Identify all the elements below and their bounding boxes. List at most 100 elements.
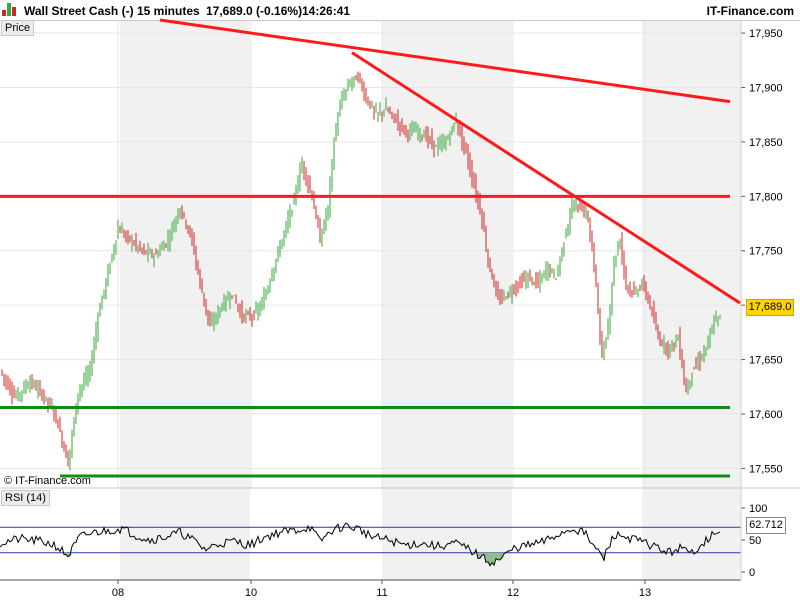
candle-body <box>81 385 83 389</box>
time-tick-label: 11 <box>376 587 387 599</box>
candle-body <box>143 248 145 250</box>
candle-body <box>13 394 15 397</box>
candle-body <box>719 315 721 317</box>
candle-body <box>389 111 391 113</box>
candle-body <box>501 295 503 299</box>
candle-body <box>203 292 205 303</box>
candle-body <box>503 294 505 297</box>
candle-body <box>627 286 629 288</box>
candle-body <box>637 291 639 293</box>
candle-body <box>151 251 153 256</box>
candle-body <box>281 239 283 249</box>
candle-body <box>341 98 343 106</box>
site-name[interactable]: IT-Finance.com <box>706 4 794 18</box>
candle-body <box>93 343 95 356</box>
candle-body <box>53 412 55 415</box>
candle-body <box>69 449 71 464</box>
candle-body <box>367 100 369 104</box>
price-panel-label: Price <box>1 20 35 36</box>
candle-body <box>655 320 657 328</box>
candle-body <box>61 432 63 444</box>
candle-body <box>271 275 273 281</box>
candle-body <box>615 256 617 263</box>
time-axis: 08 10 11 12 13 <box>0 579 741 599</box>
candle-body <box>673 343 675 345</box>
candle-body <box>617 247 619 254</box>
candle-body <box>289 211 291 221</box>
resistance-trendline <box>159 18 731 104</box>
candle-body <box>429 138 431 140</box>
candle-body <box>227 299 229 301</box>
candle-body <box>91 359 93 371</box>
candle-body <box>363 88 365 96</box>
candle-body <box>305 169 307 180</box>
timeframe-selector[interactable]: 15 minutes <box>137 4 200 18</box>
candle-body <box>659 337 661 343</box>
candle-body <box>215 316 217 318</box>
candle-body <box>539 277 541 284</box>
candle-body <box>175 218 177 223</box>
candle-body <box>683 364 685 381</box>
candle-body <box>621 240 623 256</box>
session-bands <box>120 21 740 581</box>
candle-body <box>449 136 451 139</box>
candle-body <box>557 268 559 275</box>
last-price-change: 17,689.0 (-0.16%) <box>206 4 303 18</box>
candle-body <box>45 396 47 399</box>
candle-body <box>593 248 595 266</box>
candle-body <box>239 310 241 312</box>
candle-body <box>221 307 223 310</box>
candle-body <box>351 81 353 83</box>
candle-body <box>577 204 579 206</box>
candle-body <box>35 387 37 390</box>
candle-body <box>603 349 605 357</box>
candle-body <box>295 191 297 197</box>
candle-body <box>309 182 311 190</box>
candle-body <box>491 271 493 279</box>
copyright-text: © IT-Finance.com <box>4 475 91 487</box>
candle-body <box>95 330 97 344</box>
candle-body <box>19 393 21 395</box>
candle-body <box>675 339 677 341</box>
candle-body <box>67 454 69 466</box>
rsi-tick-label: 100 <box>749 503 767 515</box>
candle-body <box>681 353 683 367</box>
candle-body <box>157 254 159 256</box>
candle-body <box>277 249 279 258</box>
candle-body <box>455 121 457 123</box>
candle-body <box>677 338 679 341</box>
rsi-last-tag: 62.712 <box>746 517 786 534</box>
candle-body <box>279 248 281 253</box>
candle-body <box>369 100 371 108</box>
rsi-tick-label: 50 <box>749 535 761 547</box>
candle-body <box>159 249 161 255</box>
candle-body <box>555 278 557 280</box>
candle-body <box>399 122 401 128</box>
candle-body <box>409 128 411 132</box>
candle-body <box>191 231 193 239</box>
candle-body <box>319 225 321 243</box>
candle-body <box>129 236 131 241</box>
candle-body <box>355 76 357 81</box>
candle-body <box>299 170 301 184</box>
candle-body <box>435 145 437 147</box>
candle-body <box>15 396 17 398</box>
candle-body <box>255 308 257 312</box>
candle-body <box>483 217 485 232</box>
candle-body <box>153 256 155 258</box>
candle-body <box>347 86 349 88</box>
candle-body <box>359 73 361 81</box>
candle-body <box>713 323 715 331</box>
candle-body <box>111 254 113 262</box>
trendlines <box>0 18 741 478</box>
candle-body <box>57 419 59 429</box>
price-tick-label: 17,600 <box>749 409 783 421</box>
candle-body <box>711 327 713 335</box>
candle-body <box>213 320 215 325</box>
candle-body <box>245 314 247 317</box>
candle-body <box>475 182 477 196</box>
candle-body <box>489 258 491 271</box>
candle-body <box>453 123 455 132</box>
candle-body <box>243 314 245 320</box>
